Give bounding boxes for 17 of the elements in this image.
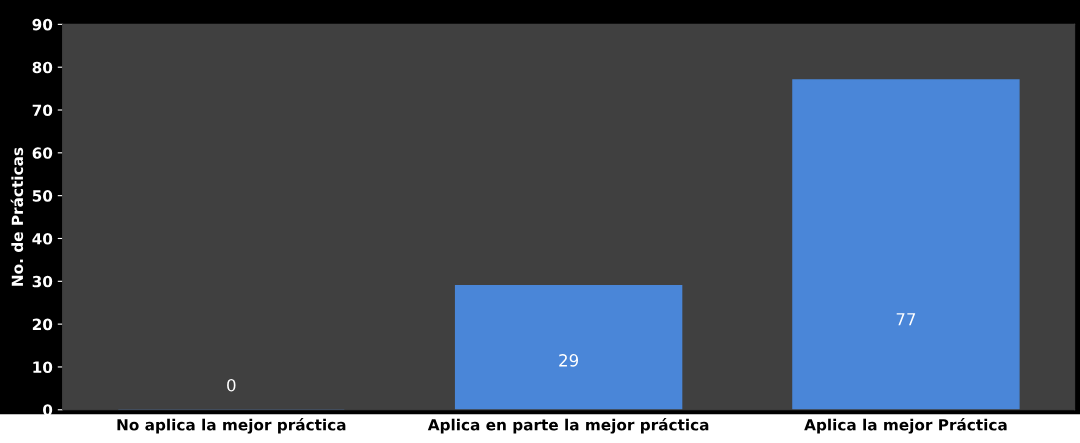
data-label: 0 bbox=[227, 378, 236, 392]
y-tick-label: 0 bbox=[43, 404, 53, 416]
y-tick-label: 30 bbox=[32, 275, 53, 288]
y-tick-label: 20 bbox=[32, 318, 53, 331]
y-tick-label: 70 bbox=[32, 104, 53, 117]
x-tick-label: Aplica en parte la mejor práctica bbox=[427, 418, 709, 434]
y-tick-label: 40 bbox=[32, 232, 53, 245]
y-axis-title: No. de Prácticas bbox=[10, 147, 24, 286]
x-tick-label: No aplica la mejor práctica bbox=[117, 418, 346, 434]
y-tick-label: 80 bbox=[32, 61, 53, 74]
data-label: 77 bbox=[896, 313, 916, 326]
y-tick-label: 60 bbox=[32, 147, 53, 159]
x-tick-label: Aplica la mejor Práctica bbox=[804, 418, 1007, 434]
y-tick-label: 10 bbox=[33, 361, 53, 373]
y-tick-label: 50 bbox=[32, 190, 53, 202]
data-label: 29 bbox=[559, 354, 579, 367]
y-tick-label: 90 bbox=[32, 18, 53, 31]
